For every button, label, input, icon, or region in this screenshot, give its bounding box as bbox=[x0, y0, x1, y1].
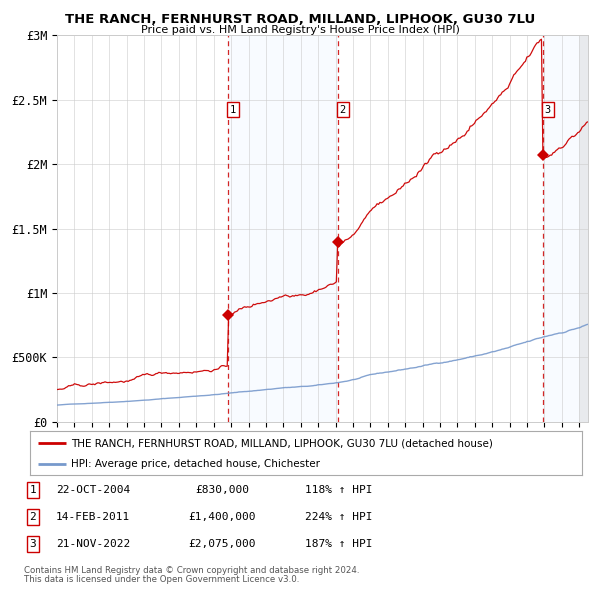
Text: 1: 1 bbox=[29, 485, 37, 495]
Text: 3: 3 bbox=[29, 539, 37, 549]
Text: Price paid vs. HM Land Registry's House Price Index (HPI): Price paid vs. HM Land Registry's House … bbox=[140, 25, 460, 35]
Text: £830,000: £830,000 bbox=[195, 485, 249, 495]
Text: 21-NOV-2022: 21-NOV-2022 bbox=[56, 539, 130, 549]
Text: 224% ↑ HPI: 224% ↑ HPI bbox=[305, 512, 373, 522]
Text: £1,400,000: £1,400,000 bbox=[188, 512, 256, 522]
Text: Contains HM Land Registry data © Crown copyright and database right 2024.: Contains HM Land Registry data © Crown c… bbox=[24, 566, 359, 575]
Text: 2: 2 bbox=[29, 512, 37, 522]
Bar bbox=[228, 35, 338, 422]
Text: THE RANCH, FERNHURST ROAD, MILLAND, LIPHOOK, GU30 7LU (detached house): THE RANCH, FERNHURST ROAD, MILLAND, LIPH… bbox=[71, 438, 493, 448]
Text: HPI: Average price, detached house, Chichester: HPI: Average price, detached house, Chic… bbox=[71, 459, 320, 469]
Text: 1: 1 bbox=[230, 104, 236, 114]
Text: 187% ↑ HPI: 187% ↑ HPI bbox=[305, 539, 373, 549]
Bar bbox=[542, 35, 588, 422]
Bar bbox=[579, 35, 588, 422]
Text: 2: 2 bbox=[340, 104, 346, 114]
Text: This data is licensed under the Open Government Licence v3.0.: This data is licensed under the Open Gov… bbox=[24, 575, 299, 584]
Text: 3: 3 bbox=[545, 104, 551, 114]
Text: 118% ↑ HPI: 118% ↑ HPI bbox=[305, 485, 373, 495]
Text: 14-FEB-2011: 14-FEB-2011 bbox=[56, 512, 130, 522]
Text: 22-OCT-2004: 22-OCT-2004 bbox=[56, 485, 130, 495]
Text: THE RANCH, FERNHURST ROAD, MILLAND, LIPHOOK, GU30 7LU: THE RANCH, FERNHURST ROAD, MILLAND, LIPH… bbox=[65, 13, 535, 26]
Text: £2,075,000: £2,075,000 bbox=[188, 539, 256, 549]
